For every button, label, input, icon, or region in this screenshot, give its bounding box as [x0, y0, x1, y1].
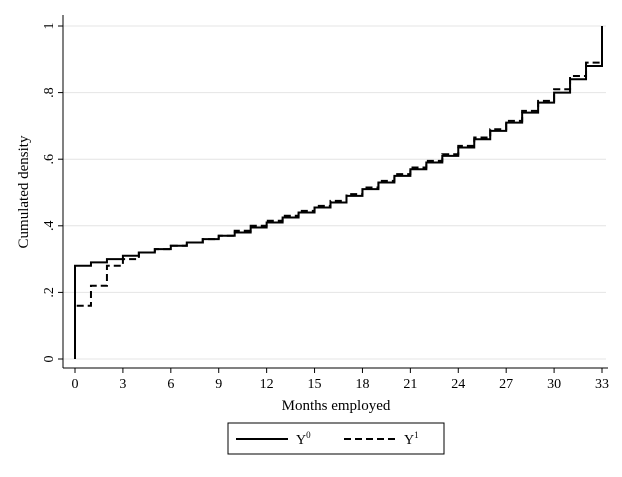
series	[74, 26, 603, 359]
y-axis-title: Cumulated density	[16, 135, 32, 248]
legend-superscript: 1	[414, 430, 419, 440]
axes	[62, 15, 608, 369]
x-axis-title: Months employed	[282, 398, 391, 414]
x-tick-label: 30	[547, 377, 561, 392]
series-line-y1	[74, 26, 603, 359]
x-tick-label: 0	[72, 377, 79, 392]
gridlines	[63, 25, 606, 360]
x-tick-label: 12	[260, 377, 274, 392]
x-tick-label: 21	[403, 377, 417, 392]
legend: Y0 Y1	[227, 422, 445, 455]
x-tick-label: 24	[451, 377, 465, 392]
x-tick-label: 3	[119, 377, 126, 392]
ticks: 0 .2 .4 .6 .8 1 0 3 6 9 12 15 18 21 24 27 30 33	[42, 23, 609, 393]
series-line-y0	[74, 26, 603, 359]
x-tick-label: 27	[499, 377, 513, 392]
y-tick-label: .6	[42, 154, 57, 165]
x-tick-label: 15	[308, 377, 322, 392]
x-tick-label: 18	[355, 377, 369, 392]
x-tick-label: 33	[595, 377, 609, 392]
y-tick-label: 1	[42, 23, 57, 30]
legend-superscript: 0	[306, 430, 311, 440]
x-tick-label: 6	[167, 377, 174, 392]
y-tick-label: .4	[42, 221, 57, 232]
y-tick-label: .8	[42, 87, 57, 98]
y-tick-label: 0	[42, 356, 57, 363]
x-tick-label: 9	[215, 377, 222, 392]
y-tick-label: .2	[42, 287, 57, 298]
